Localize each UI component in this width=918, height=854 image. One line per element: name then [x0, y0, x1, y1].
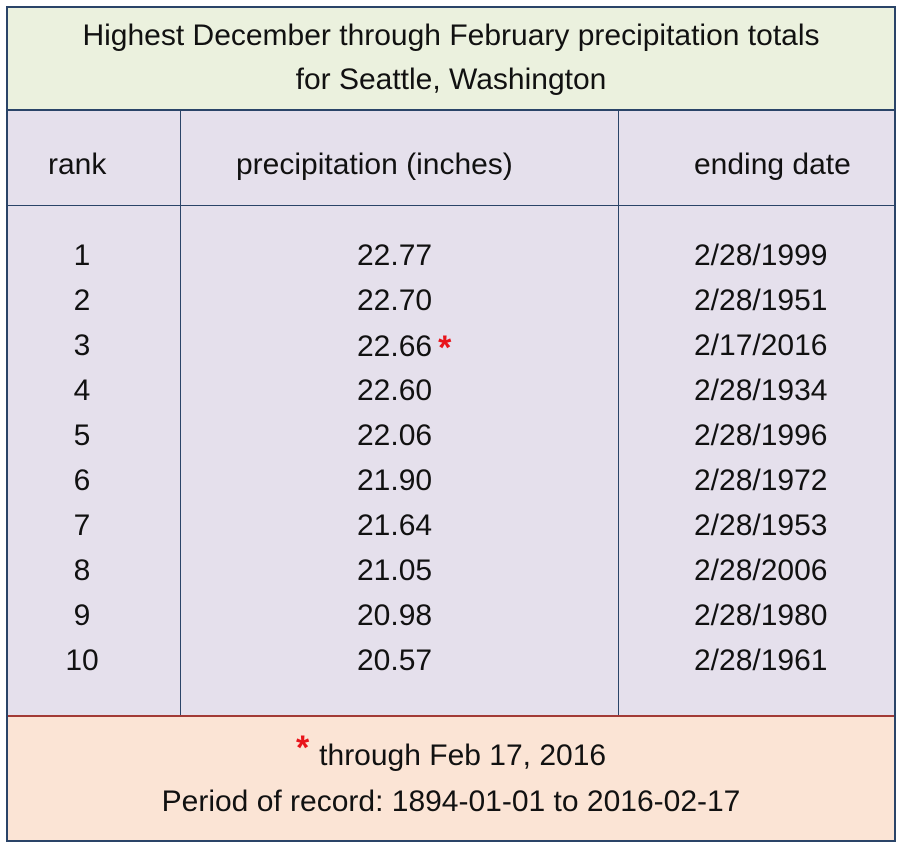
precipitation-value: 21.64: [357, 509, 433, 542]
precipitation-cell: 21.90: [357, 458, 432, 503]
precipitation-cell: 22.77: [357, 233, 432, 278]
ending-date-cell: 2/17/2016: [694, 329, 828, 362]
footnote-line: * through Feb 17, 2016: [8, 729, 894, 779]
table-row: 9 20.98 2/28/1980: [8, 593, 894, 638]
rank-cell: 4: [73, 374, 91, 407]
column-divider: [618, 111, 619, 715]
ending-date-cell: 2/28/1980: [694, 599, 828, 632]
period-of-record: Period of record: 1894-01-01 to 2016-02-…: [161, 785, 741, 818]
asterisk-icon: *: [438, 329, 452, 367]
rank-cell: 5: [73, 419, 91, 452]
table-row: 4 22.60 2/28/1934: [8, 368, 894, 413]
precipitation-value: 20.98: [357, 599, 433, 632]
ranking-table: rank precipitation (inches) ending date …: [8, 111, 894, 715]
ending-date-cell: 2/28/2006: [694, 554, 828, 587]
record-table-frame: Highest December through February precip…: [6, 6, 896, 842]
precipitation-value: 22.06: [357, 419, 433, 452]
precipitation-cell: 22.60: [357, 368, 432, 413]
asterisk-icon: *: [295, 729, 310, 767]
precipitation-value: 21.05: [357, 554, 433, 587]
precipitation-cell: 20.57: [357, 638, 432, 683]
precipitation-cell: 22.06: [357, 413, 432, 458]
ending-date-cell: 2/28/1961: [694, 644, 828, 677]
header-precipitation: precipitation (inches): [236, 148, 513, 181]
ending-date-cell: 2/28/1953: [694, 509, 828, 542]
precipitation-value: 20.57: [357, 644, 433, 677]
title-line-2: for Seattle, Washington: [295, 63, 607, 96]
rank-cell: 7: [73, 509, 91, 542]
precipitation-value: 21.90: [357, 464, 433, 497]
rank-cell: 9: [73, 599, 91, 632]
rank-cell: 2: [73, 284, 91, 317]
ending-date-cell: 2/28/1996: [694, 419, 828, 452]
rank-cell: 3: [73, 329, 91, 362]
rank-cell: 10: [65, 644, 99, 677]
table-row: 1 22.77 2/28/1999: [8, 233, 894, 278]
table-row: 3 22.66 * 2/17/2016: [8, 323, 894, 368]
table-body: 1 22.77 2/28/1999 2 22.70 2/28/1951 3 22.66 * 2/1…: [8, 233, 894, 683]
rank-cell: 6: [73, 464, 91, 497]
precipitation-cell: 21.05: [357, 548, 432, 593]
table-row: 8 21.05 2/28/2006: [8, 548, 894, 593]
ending-date-cell: 2/28/1972: [694, 464, 828, 497]
table-row: 2 22.70 2/28/1951: [8, 278, 894, 323]
ending-date-cell: 2/28/1934: [694, 374, 828, 407]
table-row: 10 20.57 2/28/1961: [8, 638, 894, 683]
precipitation-cell: 22.70: [357, 278, 432, 323]
footnote-text: through Feb 17, 2016: [319, 739, 607, 772]
header-rank: rank: [48, 148, 107, 181]
column-divider: [180, 111, 181, 715]
title-line-1: Highest December through February precip…: [82, 19, 820, 52]
precipitation-value: 22.70: [357, 284, 433, 317]
precipitation-value: 22.60: [357, 374, 433, 407]
precipitation-value: 22.66: [357, 330, 433, 363]
table-row: 7 21.64 2/28/1953: [8, 503, 894, 548]
precipitation-cell: 20.98: [357, 593, 432, 638]
precipitation-value: 22.77: [357, 239, 433, 272]
rank-cell: 1: [73, 239, 91, 272]
header-divider: [8, 205, 894, 206]
precipitation-cell: 22.66 *: [357, 323, 451, 369]
footer-panel: * through Feb 17, 2016 Period of record: …: [8, 715, 894, 840]
ending-date-cell: 2/28/1999: [694, 239, 828, 272]
header-ending-date: ending date: [694, 148, 851, 181]
precipitation-cell: 21.64: [357, 503, 432, 548]
table-row: 5 22.06 2/28/1996: [8, 413, 894, 458]
title-panel: Highest December through February precip…: [8, 8, 894, 111]
ending-date-cell: 2/28/1951: [694, 284, 828, 317]
rank-cell: 8: [73, 554, 91, 587]
table-row: 6 21.90 2/28/1972: [8, 458, 894, 503]
